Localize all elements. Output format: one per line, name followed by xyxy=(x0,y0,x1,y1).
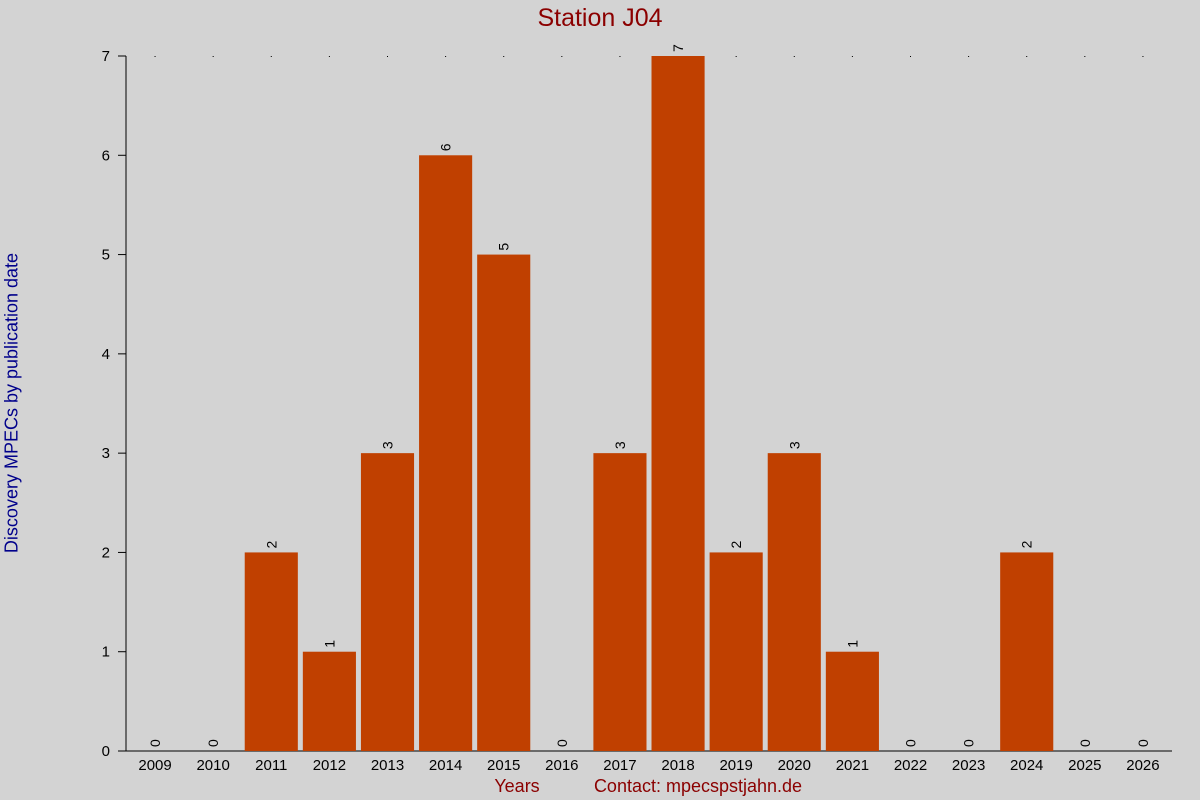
bars: 0 0 2 1 3 6 5 0 3 7 2 3 1 0 0 2 0 0 xyxy=(147,44,1151,752)
bar xyxy=(360,453,415,751)
data-label: 2 xyxy=(1019,540,1035,548)
x-tick-label: 2009 xyxy=(138,757,171,774)
x-tick-label: 2013 xyxy=(371,757,404,774)
x-tick-label: 2011 xyxy=(255,757,287,774)
x-tick-label: 2026 xyxy=(1126,757,1159,774)
bar xyxy=(593,453,647,751)
bar xyxy=(1000,552,1054,751)
chart-title: Station J04 xyxy=(537,4,663,32)
x-tick-label: 2012 xyxy=(313,757,346,774)
data-label: 3 xyxy=(786,441,802,449)
y-tick-label: 1 xyxy=(102,644,110,661)
bar xyxy=(302,651,356,751)
top-marker xyxy=(212,56,214,57)
data-label: 0 xyxy=(1077,739,1093,747)
data-label: 0 xyxy=(903,739,919,747)
x-tick-label: 2022 xyxy=(894,757,927,774)
y-tick-label: 2 xyxy=(102,544,110,561)
top-marker xyxy=(270,56,272,57)
data-label: 0 xyxy=(147,739,163,747)
data-label: 1 xyxy=(844,640,860,648)
bar xyxy=(244,552,298,751)
top-marker xyxy=(619,56,621,57)
y-tick-label: 5 xyxy=(102,247,110,264)
data-label: 0 xyxy=(205,739,221,747)
top-marker xyxy=(735,56,737,57)
contact-label: Contact: mpecspstjahn.de xyxy=(593,776,803,796)
data-label: 2 xyxy=(728,540,744,548)
x-tick-label: 2020 xyxy=(778,757,811,774)
bar xyxy=(825,651,879,751)
top-marker xyxy=(1142,56,1144,57)
x-tick-label: 2021 xyxy=(836,757,869,774)
top-marker xyxy=(968,56,970,57)
x-axis-label: Years xyxy=(494,776,540,796)
x-tick-label: 2017 xyxy=(603,757,636,774)
y-tick-label: 7 xyxy=(102,48,110,65)
top-marker xyxy=(445,56,447,57)
y-tick-label: 6 xyxy=(102,147,110,164)
top-marker xyxy=(154,56,156,57)
top-marker xyxy=(561,56,563,57)
bar xyxy=(477,254,531,752)
x-tick-label: 2025 xyxy=(1068,757,1101,774)
x-tick-label: 2016 xyxy=(545,757,578,774)
x-tick-label: 2015 xyxy=(487,757,520,774)
top-marker xyxy=(387,56,388,57)
top-marker xyxy=(851,56,853,57)
x-tick-label: 2023 xyxy=(952,757,985,774)
data-label: 6 xyxy=(438,143,454,151)
y-tick-label: 0 xyxy=(102,743,110,760)
data-label: 1 xyxy=(321,640,337,648)
bar xyxy=(767,453,821,751)
x-tick-label: 2024 xyxy=(1010,757,1043,774)
data-label: 3 xyxy=(380,441,396,449)
data-label: 7 xyxy=(670,44,686,52)
x-tick-label: 2014 xyxy=(429,757,462,774)
bar xyxy=(419,155,473,752)
top-marker xyxy=(910,56,911,57)
data-label: 0 xyxy=(554,739,570,747)
bar xyxy=(709,552,763,751)
x-tick-label: 2010 xyxy=(196,757,229,774)
y-tick-label: 4 xyxy=(102,346,110,363)
top-marker xyxy=(1026,56,1028,57)
data-label: 5 xyxy=(496,243,512,251)
x-tick-label: 2019 xyxy=(719,757,752,774)
y-tick-label: 3 xyxy=(102,445,110,462)
data-label: 0 xyxy=(1135,739,1151,747)
top-marker xyxy=(1084,56,1086,57)
data-label: 2 xyxy=(263,540,279,548)
x-tick-label: 2018 xyxy=(661,757,694,774)
top-marker xyxy=(793,56,795,57)
data-label: 0 xyxy=(961,739,977,747)
bar xyxy=(651,56,705,751)
top-marker xyxy=(503,56,505,57)
top-marker xyxy=(328,56,330,57)
data-label: 3 xyxy=(612,441,628,449)
